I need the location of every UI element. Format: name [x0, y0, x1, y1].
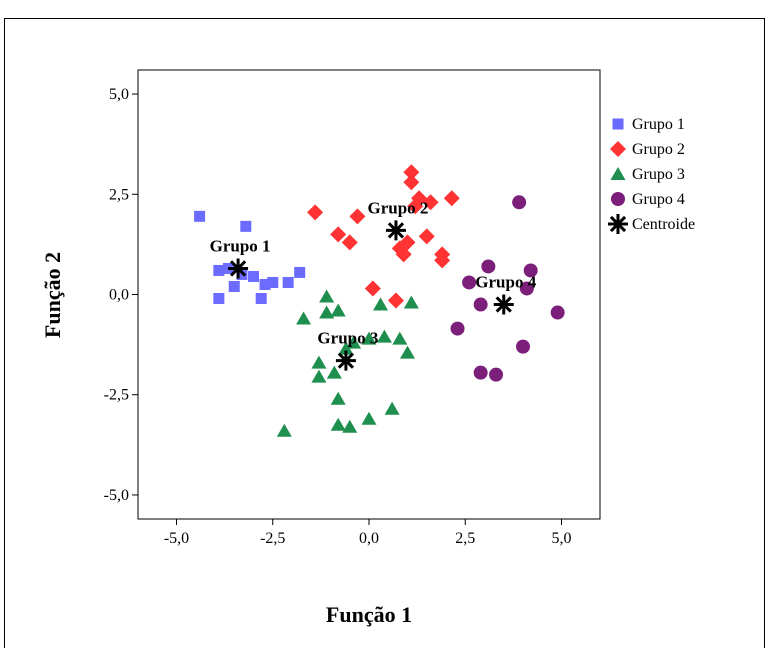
grupo-1-point — [228, 280, 240, 292]
grupo-4-point — [481, 259, 496, 274]
legend-label: Grupo 1 — [632, 116, 685, 133]
grupo-2-point — [307, 204, 324, 221]
centroid-label: Grupo 2 — [367, 198, 428, 217]
grupo-1-point — [213, 293, 225, 305]
legend-label: Grupo 4 — [632, 191, 685, 208]
legend-marker-grupo-3 — [610, 167, 626, 180]
grupo-4-point — [450, 321, 465, 336]
grupo-2-point — [403, 164, 420, 181]
legend-marker-centroide — [608, 214, 628, 234]
grupo-4-point — [473, 365, 488, 380]
grupo-3-point — [346, 335, 362, 349]
grupo-1-point — [267, 276, 279, 288]
grupo-1-point — [194, 210, 206, 222]
data-points — [194, 164, 565, 437]
centroid-labels: Grupo 1 Grupo 2 Grupo 3 Grupo 4 — [210, 198, 537, 347]
x-tick-label: 2,5 — [455, 530, 475, 547]
legend-label: Centroide — [632, 216, 695, 233]
grupo-1-point — [294, 266, 306, 278]
grupo-2-point — [407, 198, 424, 215]
grupo-3-point — [330, 391, 346, 405]
grupo-3-point — [326, 365, 342, 379]
y-axis-title: Função 2 — [40, 252, 65, 338]
legend-label: Grupo 2 — [632, 141, 685, 158]
grupo-3-point — [311, 355, 327, 369]
grupo-3-point — [403, 295, 419, 309]
grupo-1-point — [255, 293, 267, 305]
grupo-4-point — [519, 281, 534, 296]
grupo-3-point — [392, 331, 408, 345]
grupo-1-point — [248, 270, 259, 282]
centroid-label: Grupo 3 — [317, 329, 378, 348]
x-tick-label: 0,0 — [359, 530, 379, 547]
grupo-3-point — [400, 345, 415, 359]
figure-frame — [4, 18, 765, 648]
grupo-3-point — [338, 341, 354, 355]
legend-marker-grupo-2 — [610, 141, 626, 157]
centroide-point — [385, 220, 406, 241]
grupo-3-point — [276, 423, 292, 437]
grupo-3-point — [361, 331, 377, 345]
grupo-1-point — [213, 264, 225, 276]
x-tick-label: -2,5 — [260, 530, 285, 547]
y-tick-label: -2,5 — [104, 387, 129, 404]
x-axis-title: Função 1 — [326, 602, 412, 627]
grupo-4-point — [512, 195, 527, 210]
grupo-3-point — [342, 419, 358, 433]
grupo-2-point — [349, 208, 366, 225]
grupo-2-point — [434, 252, 451, 269]
grupo-3-point — [376, 329, 392, 343]
grupo-4-point — [516, 339, 530, 354]
axis-ticks: -5,0 -2,5 0,0 2,5 5,0 -5,0 -2,5 0,0 2,5 5,0 — [104, 86, 572, 547]
centroide-point — [335, 350, 356, 371]
legend-label: Grupo 3 — [632, 166, 685, 183]
y-tick-label: -5,0 — [104, 487, 129, 504]
grupo-2-point — [443, 190, 460, 207]
grupo-3-point — [330, 303, 346, 317]
grupo-3-point — [296, 311, 312, 325]
grupo-4-point — [523, 263, 538, 278]
legend-marker-grupo-1 — [612, 118, 624, 130]
x-tick-label: 5,0 — [552, 530, 572, 547]
legend: Grupo 1 Grupo 2 Grupo 3 Grupo 4 Centroide — [608, 116, 695, 234]
y-tick-label: 0,0 — [109, 287, 129, 304]
grupo-2-point — [422, 194, 439, 211]
grupo-2-point — [341, 234, 358, 251]
x-tick-label: -5,0 — [164, 530, 189, 547]
grupo-4-point — [489, 367, 504, 382]
grupo-2-point — [364, 280, 381, 297]
centroide-point — [228, 258, 249, 279]
grupo-3-point — [330, 417, 346, 431]
grupo-2-point — [403, 174, 420, 191]
grupo-2-point — [330, 226, 347, 243]
centroid-label: Grupo 1 — [210, 236, 271, 255]
centroide-point — [493, 294, 514, 315]
grupo-4-point — [473, 297, 488, 312]
grupo-4-point — [550, 305, 565, 320]
grupo-4-point — [462, 275, 477, 290]
grupo-1-point — [282, 276, 294, 288]
grupo-1-point — [259, 278, 271, 290]
centroid-label: Grupo 4 — [475, 273, 536, 292]
grupo-2-point — [395, 246, 412, 263]
grupo-3-point — [384, 401, 400, 415]
y-tick-label: 2,5 — [109, 186, 129, 203]
grupo-3-point — [319, 305, 335, 319]
grupo-3-point — [361, 411, 377, 425]
grupo-3-point — [319, 289, 335, 303]
plot-area — [137, 69, 601, 520]
grupo-1-point — [240, 220, 252, 232]
grupo-3-point — [373, 297, 389, 311]
grupo-3-point — [311, 369, 327, 383]
grupo-2-point — [418, 228, 435, 245]
legend-marker-grupo-4 — [611, 192, 625, 206]
grupo-1-point — [236, 268, 248, 280]
y-tick-label: 5,0 — [109, 86, 129, 103]
grupo-2-point — [387, 292, 404, 309]
